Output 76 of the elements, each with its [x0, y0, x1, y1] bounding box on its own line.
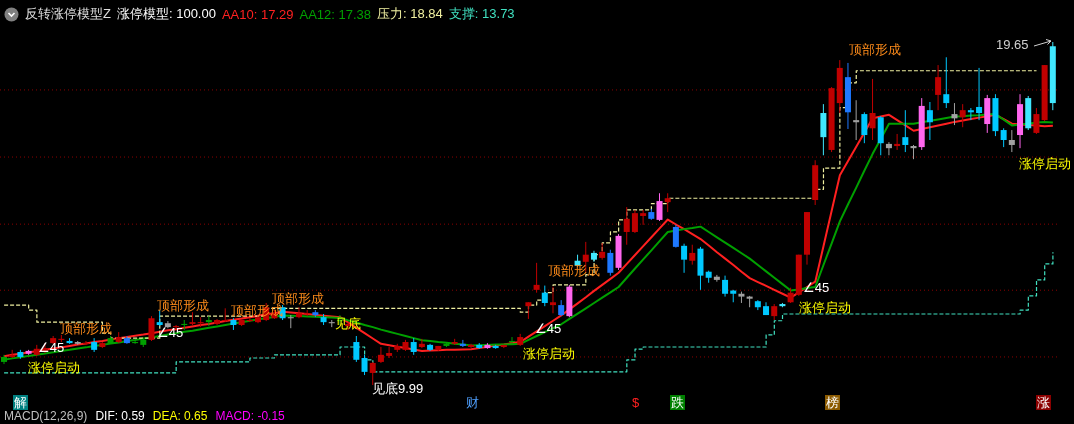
text: DEA: 0.65	[152, 409, 208, 423]
candlestick	[386, 346, 393, 359]
candlestick	[656, 192, 663, 222]
candlestick	[541, 285, 548, 307]
annotation: 9.99	[398, 381, 424, 396]
annotation: 涨停启动	[1019, 156, 1071, 171]
chart-title: 反转涨停模型Z	[25, 5, 111, 23]
annotation: 顶部形成	[60, 321, 112, 336]
annotation: 涨停启动	[799, 300, 851, 315]
text: MACD: -0.15	[215, 409, 285, 423]
candlestick	[951, 102, 958, 126]
candlestick	[549, 286, 556, 314]
candlestick	[459, 339, 466, 348]
candlestick	[287, 314, 294, 329]
text: AA12: 17.38	[299, 6, 372, 22]
annotation: 顶部形成	[157, 298, 209, 313]
text: 支撑: 13.73	[448, 5, 515, 23]
candlestick	[623, 206, 630, 246]
candlestick	[295, 306, 302, 319]
annotation: ∠45	[803, 280, 830, 295]
text: 压力: 18.84	[377, 5, 443, 23]
annotation: 顶部形成	[849, 42, 901, 57]
annotation: 顶部形成	[548, 263, 600, 278]
annotation: 涨停启动	[28, 360, 80, 375]
text: 财	[466, 395, 479, 410]
candlestick	[1008, 129, 1015, 153]
candlestick	[468, 343, 475, 349]
candlestick	[607, 249, 614, 277]
candlestick	[148, 315, 155, 342]
candlestick	[599, 242, 606, 261]
candlestick	[418, 338, 425, 349]
candlestick	[902, 109, 909, 153]
text: 榜	[825, 395, 840, 410]
candlestick	[894, 133, 901, 151]
candlestick	[353, 335, 360, 363]
candlestick	[377, 346, 384, 364]
candlestick	[976, 67, 983, 121]
candlestick	[672, 224, 679, 249]
candlestick	[943, 56, 950, 109]
text: 跌	[670, 395, 685, 410]
text: 涨	[1036, 395, 1051, 410]
candlestick	[1000, 127, 1007, 148]
candlestick	[132, 339, 139, 345]
candlestick	[1033, 107, 1040, 135]
text: MACD(12,26,9)	[4, 409, 88, 423]
text: 解	[13, 395, 28, 410]
text: $	[632, 395, 640, 410]
candlestick	[689, 244, 696, 266]
candlestick	[82, 340, 89, 346]
candlestick	[722, 275, 729, 298]
candlestick	[640, 209, 647, 226]
candlestick	[631, 209, 638, 234]
candlestick	[713, 274, 720, 283]
candlestick	[509, 336, 516, 346]
candlestick	[222, 307, 229, 323]
text: AA10: 17.29	[221, 6, 294, 22]
candlestick	[885, 141, 892, 156]
candlestick	[533, 262, 540, 294]
candlestick	[926, 101, 933, 141]
candlestick	[869, 78, 876, 141]
candlestick	[197, 316, 204, 328]
candlestick	[181, 319, 188, 331]
candlestick	[967, 107, 974, 121]
candlestick	[959, 103, 966, 128]
annotation: 19.65	[996, 37, 1029, 52]
annotation: 顶部形成	[272, 291, 324, 306]
candlestick	[935, 64, 942, 111]
text: DIF: 0.59	[95, 409, 145, 423]
annotation: 见底	[372, 381, 398, 396]
candlestick	[853, 99, 860, 141]
text: 涨停模型: 100.00	[116, 5, 216, 23]
candlestick	[664, 192, 671, 213]
candlestick	[861, 111, 868, 144]
annotation: 涨停启动	[523, 346, 575, 361]
candlestick	[681, 243, 688, 274]
candlestick	[361, 354, 368, 376]
